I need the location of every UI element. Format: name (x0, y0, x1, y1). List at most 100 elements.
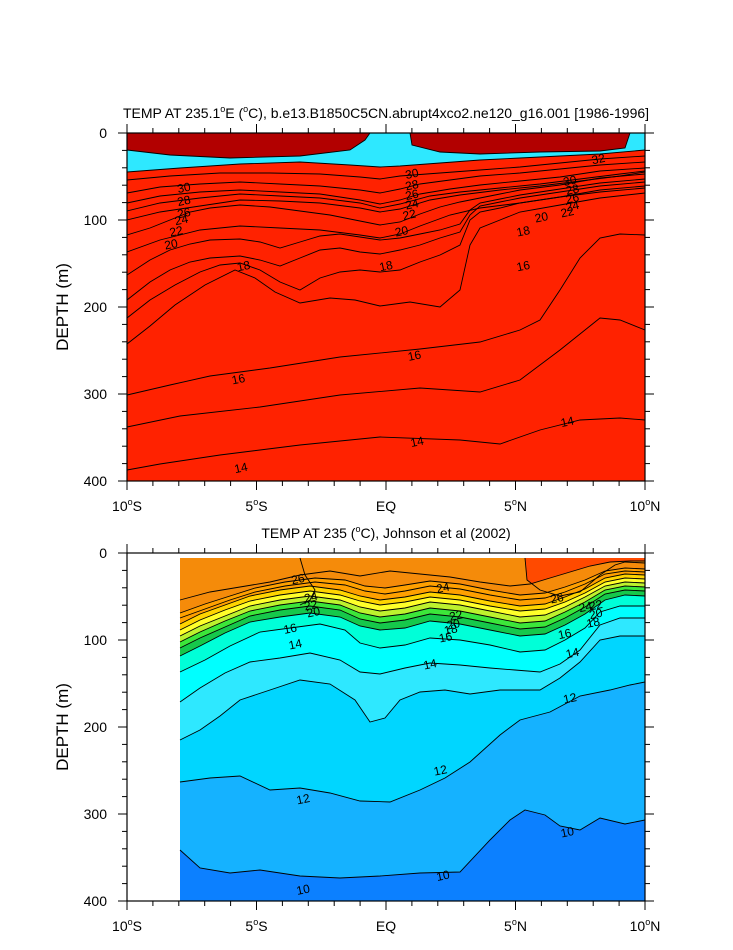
svg-text:26: 26 (549, 590, 565, 607)
x-tick-label: EQ (376, 918, 396, 934)
svg-text:12: 12 (432, 762, 448, 779)
x-tick-label: 10oS (112, 497, 142, 514)
y-tick-label: 200 (84, 299, 108, 315)
svg-text:20: 20 (588, 606, 604, 623)
contour-label: 24 (564, 198, 580, 215)
contour-label: 18 (515, 223, 531, 240)
svg-text:16: 16 (438, 629, 454, 646)
contour-label: 26 (564, 190, 580, 207)
panel-observations-ylabel: DEPTH (m) (53, 683, 72, 771)
contour-label: 14 (564, 645, 580, 662)
contour-label: 10 (435, 867, 451, 884)
y-tick-label: 100 (84, 212, 108, 228)
contour-label: 24 (404, 196, 420, 213)
contour-label: 14 (422, 656, 438, 673)
contour-label: 20 (588, 606, 604, 623)
contour-label: 20 (305, 604, 321, 621)
y-tick-label: 200 (84, 719, 108, 735)
y-tick-label: 400 (84, 473, 108, 489)
contour-label: 18 (443, 621, 459, 638)
contour-label: 32 (590, 151, 606, 168)
contour-label: 16 (438, 629, 454, 646)
contour-label: 10 (295, 881, 311, 898)
svg-text:18: 18 (236, 258, 252, 275)
contour-label: 20 (533, 209, 549, 226)
svg-text:28: 28 (404, 177, 420, 194)
contour-label: 14 (559, 414, 575, 431)
contour-label: 24 (435, 579, 451, 596)
contour-lines-observations (179, 557, 645, 879)
svg-text:14: 14 (564, 645, 580, 662)
contour-label: 16 (230, 371, 246, 388)
y-tick-label: 0 (99, 125, 107, 141)
svg-text:24: 24 (173, 212, 189, 229)
contour-label: 22 (401, 206, 417, 223)
contour-label: 24 (173, 212, 189, 229)
svg-text:12: 12 (295, 791, 311, 808)
contour-label: 14 (287, 636, 303, 653)
contour-label: 10 (559, 824, 575, 841)
panel-model-x-tick-labels: 10oS 5oS EQ 5oN 10oN (112, 497, 660, 514)
svg-text:18: 18 (443, 621, 459, 638)
panel-model-ylabel: DEPTH (m) (53, 263, 72, 351)
svg-text:20: 20 (163, 236, 179, 253)
panel-observations-y-tick-labels: 0 100 200 300 400 (84, 545, 108, 909)
svg-text:14: 14 (287, 636, 303, 653)
band-above-32 (127, 133, 630, 158)
panel-observations: TEMP AT 235 (oC), Johnson et al (2002) (53, 524, 660, 934)
contour-label: 18 (585, 614, 601, 631)
svg-text:18: 18 (585, 614, 601, 631)
panel-model-plot-area: 3230282624222018302826242220183028262422… (127, 133, 645, 481)
svg-text:20: 20 (533, 209, 549, 226)
y-tick-label: 300 (84, 386, 108, 402)
contour-label: 16 (515, 258, 531, 275)
svg-text:24: 24 (435, 579, 451, 596)
svg-text:26: 26 (290, 571, 306, 588)
svg-text:22: 22 (559, 204, 575, 221)
contour-label: 28 (404, 177, 420, 194)
x-tick-label: 5oS (245, 497, 267, 514)
svg-text:20: 20 (394, 223, 410, 240)
svg-text:10: 10 (559, 824, 575, 841)
contour-label: 22 (448, 607, 464, 624)
svg-text:14: 14 (409, 434, 425, 451)
svg-text:24: 24 (303, 589, 319, 606)
svg-text:26: 26 (564, 190, 580, 207)
band-30-to-32 (127, 150, 645, 481)
svg-text:30: 30 (562, 173, 578, 190)
svg-text:14: 14 (422, 656, 438, 673)
contour-label: 26 (290, 571, 306, 588)
contour-label: 22 (559, 204, 575, 221)
contour-labels-observations: 2624222016142422201816142624222018161412… (282, 571, 604, 898)
contour-label: 30 (176, 180, 192, 197)
x-tick-label: 10oN (630, 497, 661, 514)
contour-label: 28 (176, 193, 192, 210)
contour-label: 26 (549, 590, 565, 607)
svg-text:32: 32 (590, 151, 606, 168)
svg-text:20: 20 (445, 616, 461, 633)
svg-text:22: 22 (303, 597, 319, 614)
svg-text:22: 22 (448, 607, 464, 624)
svg-text:22: 22 (588, 597, 604, 614)
contour-label: 20 (445, 616, 461, 633)
svg-text:16: 16 (282, 620, 298, 637)
x-tick-label: 5oN (504, 917, 527, 934)
x-tick-label: 5oN (504, 497, 527, 514)
y-tick-label: 300 (84, 806, 108, 822)
y-tick-label: 0 (99, 545, 107, 561)
svg-text:14: 14 (233, 460, 249, 477)
contour-label: 22 (168, 223, 184, 240)
svg-text:10: 10 (435, 867, 451, 884)
contour-label: 18 (378, 258, 394, 275)
contour-label: 12 (295, 791, 311, 808)
contour-label: 20 (163, 236, 179, 253)
contour-label: 30 (404, 166, 420, 183)
svg-text:28: 28 (176, 193, 192, 210)
contour-label: 16 (557, 626, 573, 643)
svg-text:16: 16 (407, 347, 423, 364)
panel-model-title: TEMP AT 235.1oE (oC), b.e13.B1850C5CN.ab… (123, 104, 649, 121)
svg-text:30: 30 (176, 180, 192, 197)
contour-label: 28 (564, 181, 580, 198)
svg-text:26: 26 (404, 186, 420, 203)
